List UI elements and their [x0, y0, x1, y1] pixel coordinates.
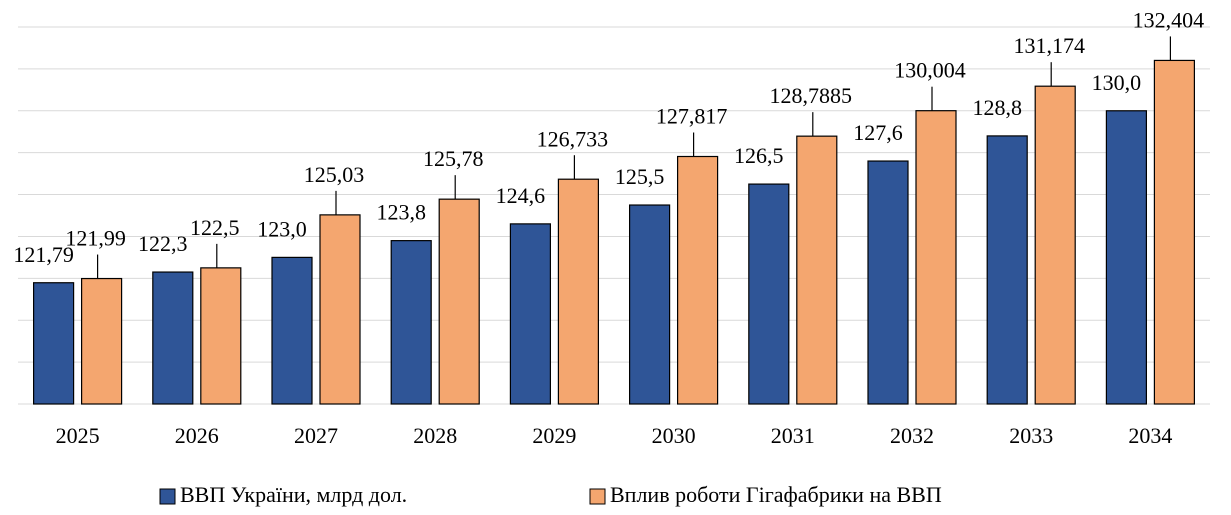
data-label: 127,817 [656, 104, 728, 129]
data-label: 125,5 [615, 164, 665, 189]
x-tick-label: 2034 [1128, 423, 1172, 448]
data-label: 131,174 [1013, 33, 1085, 58]
bar [986, 135, 1028, 405]
data-label: 125,03 [304, 162, 365, 187]
data-label: 130,0 [1092, 70, 1142, 95]
x-tick-label: 2033 [1009, 423, 1053, 448]
bar [557, 178, 600, 405]
bar [152, 271, 194, 405]
bar [915, 110, 957, 405]
x-tick-label: 2030 [652, 423, 696, 448]
bar [509, 223, 551, 405]
legend-label: ВВП України, млрд дол. [180, 482, 407, 507]
bar [390, 240, 432, 405]
data-label: 122,3 [138, 231, 188, 256]
x-tick-label: 2025 [56, 423, 100, 448]
bar [796, 135, 838, 405]
legend-swatch [589, 488, 606, 505]
data-label: 123,8 [376, 200, 426, 225]
x-tick-label: 2027 [294, 423, 338, 448]
bar [200, 267, 242, 405]
data-label: 122,5 [190, 215, 240, 240]
data-label: 128,7885 [770, 83, 853, 108]
data-label: 130,004 [894, 58, 966, 83]
x-tick-label: 2028 [413, 423, 457, 448]
bar [1105, 110, 1148, 405]
bar [319, 214, 361, 405]
legend-label: Вплив роботи Гігафабрики на ВВП [610, 482, 942, 507]
x-tick-label: 2026 [175, 423, 219, 448]
data-label: 126,5 [734, 143, 784, 168]
data-label: 125,78 [423, 146, 484, 171]
bar [271, 256, 313, 405]
data-label: 132,404 [1133, 7, 1205, 32]
x-tick-label: 2031 [771, 423, 815, 448]
bar [32, 282, 75, 405]
bar [867, 160, 909, 405]
data-label: 121,99 [65, 226, 126, 251]
bar [628, 204, 671, 405]
data-label: 128,8 [972, 95, 1022, 120]
x-tick-label: 2029 [532, 423, 576, 448]
legend-swatch [159, 488, 176, 505]
data-label: 124,6 [496, 183, 546, 208]
x-tick-label: 2032 [890, 423, 934, 448]
data-label: 123,0 [257, 216, 307, 241]
data-label: 126,733 [537, 126, 609, 151]
bar [1034, 85, 1076, 405]
bar [748, 183, 790, 405]
bar [1153, 59, 1196, 405]
bar [438, 198, 480, 405]
data-label: 121,79 [13, 242, 74, 267]
bar [676, 155, 719, 405]
bar [80, 277, 123, 405]
data-label: 127,6 [853, 120, 903, 145]
